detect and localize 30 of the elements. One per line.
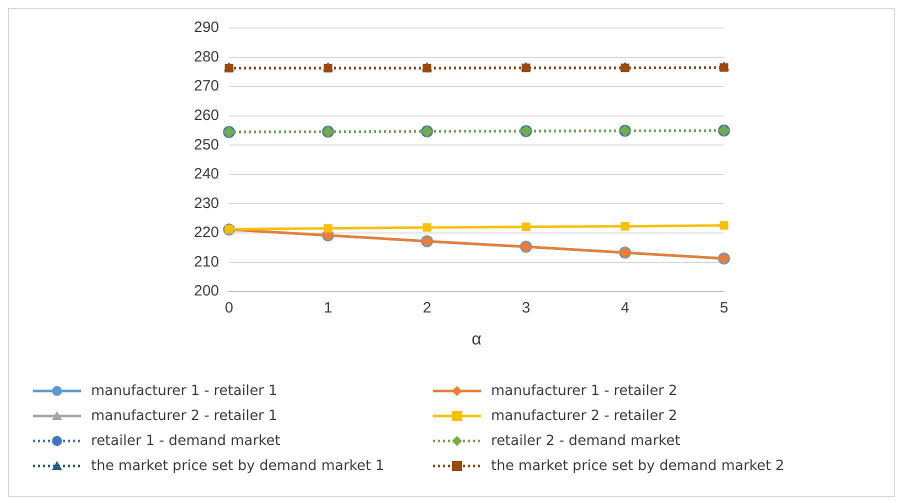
y-tick-label: 210 xyxy=(194,253,220,270)
legend-label: retailer 1 - demand market xyxy=(91,433,280,449)
legend-label: manufacturer 2 - retailer 1 xyxy=(91,408,278,424)
x-tick-label: 5 xyxy=(720,300,728,317)
y-tick-label: 220 xyxy=(194,224,220,242)
legend-label: the market price set by demand market 1 xyxy=(91,458,384,474)
x-tick-label: 4 xyxy=(620,300,630,317)
y-tick-label: 280 xyxy=(194,48,220,66)
x-tick-label: 2 xyxy=(422,300,432,317)
legend-label: the market price set by demand market 2 xyxy=(491,458,784,474)
x-tick-label: 0 xyxy=(224,300,234,317)
x-tick-label: 3 xyxy=(522,300,530,317)
point xyxy=(422,223,432,232)
point xyxy=(620,222,630,231)
legend-label: manufacturer 1 - retailer 2 xyxy=(491,383,678,399)
legend-label: manufacturer 2 - retailer 2 xyxy=(491,408,678,424)
y-tick-label: 290 xyxy=(194,19,220,36)
point xyxy=(324,224,332,233)
x-axis-title: α xyxy=(472,329,482,348)
y-tick-label: 240 xyxy=(194,166,220,183)
point xyxy=(522,222,530,232)
point xyxy=(720,221,728,230)
legend-label: manufacturer 1 - retailer 1 xyxy=(91,383,278,399)
y-tick-label: 230 xyxy=(194,194,220,212)
y-tick-label: 200 xyxy=(194,282,220,300)
legend-label: retailer 2 - demand market xyxy=(491,433,680,449)
y-tick-label: 250 xyxy=(194,136,220,154)
y-tick-label: 270 xyxy=(194,78,220,95)
x-tick-label: 1 xyxy=(324,300,332,317)
y-tick-label: 260 xyxy=(194,107,220,124)
